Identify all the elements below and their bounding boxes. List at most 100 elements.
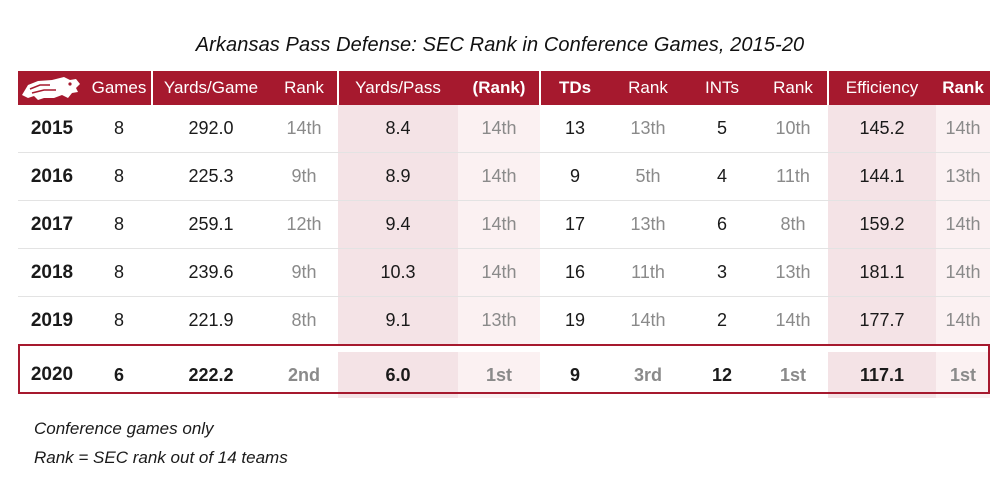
cell-2016-col-1: 8 <box>113 166 124 186</box>
cell-2020-col-4: 6.0 <box>338 352 458 398</box>
chart-title: Arkansas Pass Defense: SEC Rank in Confe… <box>195 34 805 56</box>
cell-2017-col-6: 17 <box>564 214 586 234</box>
cell-2017-col-10: 159.2 <box>828 201 936 248</box>
cell-2016-col-3: 9th <box>291 166 317 186</box>
cell-2020-col-2: 222.2 <box>188 365 234 385</box>
header-divider <box>337 71 339 105</box>
cell-2018-col-4: 10.3 <box>338 249 458 296</box>
cell-2019-col-5: 13th <box>458 297 540 344</box>
header-yards-pass-3: Yards/Pass <box>338 71 458 105</box>
cell-2017-col-8: 6 <box>716 214 727 234</box>
cell-2017-col-4: 9.4 <box>338 201 458 248</box>
cell-2018-col-3: 9th <box>291 262 317 282</box>
cell-2015-col-1: 8 <box>113 118 124 138</box>
cell-2018-col-8: 3 <box>716 262 727 282</box>
cell-2015-col-11: 14th <box>936 105 990 152</box>
cell-2016-col-2: 225.3 <box>188 166 234 186</box>
header-rank-10: Rank <box>936 71 990 105</box>
footnotes: Conference games only Rank = SEC rank ou… <box>34 414 288 472</box>
cell-2018-col-10: 181.1 <box>828 249 936 296</box>
cell-2019-col-3: 8th <box>291 310 317 330</box>
cell-2020-col-11: 1st <box>936 352 990 398</box>
cell-2016-col-10: 144.1 <box>828 153 936 200</box>
stats-table: Games Yards/Game Rank Yards/Pass (Rank) TDs Ra… <box>18 71 990 398</box>
header-divider <box>827 71 829 105</box>
cell-2018-col-5: 14th <box>458 249 540 296</box>
cell-2017-col-9: 8th <box>780 214 806 234</box>
cell-2018-col-0: 2018 <box>30 262 74 283</box>
cell-2020-col-0: 2020 <box>30 364 74 385</box>
cell-2019-col-7: 14th <box>630 310 666 330</box>
cell-2019-col-8: 2 <box>716 310 727 330</box>
header-ints-7: INTs <box>686 71 758 105</box>
cell-2020-col-3: 2nd <box>287 365 320 385</box>
cell-2020-col-5: 1st <box>458 352 540 398</box>
cell-2015-col-9: 10th <box>775 118 811 138</box>
note-rank-definition: Rank = SEC rank out of 14 teams <box>34 448 288 467</box>
cell-2017-col-2: 259.1 <box>188 214 234 234</box>
cell-2015-col-0: 2015 <box>30 118 74 139</box>
cell-2018-col-9: 13th <box>775 262 811 282</box>
header-efficiency-9: Efficiency <box>828 71 936 105</box>
cell-2015-col-2: 292.0 <box>188 118 234 138</box>
header-yards-game-1: Yards/Game <box>152 71 270 105</box>
cell-2016-col-4: 8.9 <box>338 153 458 200</box>
cell-2015-col-6: 13 <box>564 118 586 138</box>
cell-2019-col-6: 19 <box>564 310 586 330</box>
header-games-0: Games <box>86 71 152 105</box>
cell-2017-col-3: 12th <box>286 214 322 234</box>
cell-2015-col-4: 8.4 <box>338 105 458 152</box>
cell-2018-col-2: 239.6 <box>188 262 234 282</box>
table-row: 2016 8 225.3 9th 8.9 14th 9 5th 4 11th 144.1 13th <box>18 153 990 201</box>
table-row: 2015 8 292.0 14th 8.4 14th 13 13th 5 10th 145.2 14t… <box>18 105 990 153</box>
cell-2017-col-11: 14th <box>936 201 990 248</box>
header-divider <box>539 71 541 105</box>
cell-2019-col-11: 14th <box>936 297 990 344</box>
cell-2019-col-2: 221.9 <box>188 310 234 330</box>
table-row: 2019 8 221.9 8th 9.1 13th 19 14th 2 14th 177.7 14th <box>18 297 990 344</box>
table-row: 2018 8 239.6 9th 10.3 14th 16 11th 3 13th 181.1 14t… <box>18 249 990 297</box>
cell-2017-col-1: 8 <box>113 214 124 234</box>
cell-2020-col-8: 12 <box>711 365 733 385</box>
cell-2015-col-8: 5 <box>716 118 727 138</box>
cell-2016-col-5: 14th <box>458 153 540 200</box>
cell-2018-col-11: 14th <box>936 249 990 296</box>
cell-2015-col-7: 13th <box>630 118 666 138</box>
cell-2020-col-1: 6 <box>113 365 124 385</box>
cell-2016-col-6: 9 <box>569 166 580 186</box>
cell-2016-col-8: 4 <box>716 166 727 186</box>
header-rank-2: Rank <box>270 71 338 105</box>
highlight-2020-box <box>18 344 990 394</box>
cell-2016-col-11: 13th <box>936 153 990 200</box>
header-rank-8: Rank <box>758 71 828 105</box>
cell-2018-col-6: 16 <box>564 262 586 282</box>
cell-2015-col-3: 14th <box>286 118 322 138</box>
table-row: 2017 8 259.1 12th 9.4 14th 17 13th 6 8th 159.2 14th <box>18 201 990 249</box>
cell-2016-col-0: 2016 <box>30 166 74 187</box>
cell-2015-col-5: 14th <box>458 105 540 152</box>
cell-2018-col-1: 8 <box>113 262 124 282</box>
razorback-logo-icon <box>18 71 86 105</box>
cell-2020-col-10: 117.1 <box>828 352 936 398</box>
cell-2016-col-9: 11th <box>776 166 810 186</box>
cell-2018-col-7: 11th <box>631 262 665 282</box>
cell-2019-col-0: 2019 <box>30 310 74 331</box>
cell-2020-col-6: 9 <box>569 365 580 385</box>
cell-2019-col-10: 177.7 <box>828 297 936 344</box>
cell-2020-col-9: 1st <box>779 365 806 385</box>
cell-2017-col-5: 14th <box>458 201 540 248</box>
cell-2016-col-7: 5th <box>635 166 661 186</box>
table-header: Games Yards/Game Rank Yards/Pass (Rank) TDs Ra… <box>18 71 990 105</box>
cell-2020-col-7: 3rd <box>633 365 662 385</box>
cell-2017-col-7: 13th <box>630 214 666 234</box>
header-rank-4: (Rank) <box>458 71 540 105</box>
header-divider <box>151 71 153 105</box>
table-row-highlighted: 2020 6 222.2 2nd 6.0 1st 9 3rd 12 1st 117.1 1st <box>18 352 990 398</box>
note-conference-games: Conference games only <box>34 419 214 438</box>
cell-2017-col-0: 2017 <box>30 214 74 235</box>
header-tds-5: TDs <box>540 71 610 105</box>
cell-2015-col-10: 145.2 <box>828 105 936 152</box>
cell-2019-col-4: 9.1 <box>338 297 458 344</box>
cell-2019-col-1: 8 <box>113 310 124 330</box>
header-rank-6: Rank <box>610 71 686 105</box>
